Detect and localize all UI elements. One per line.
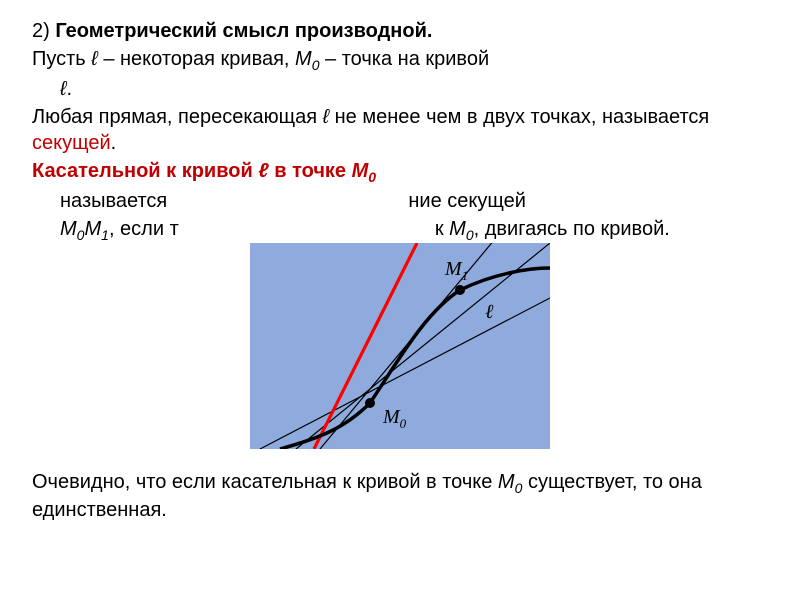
para3-m1-sub: 1	[101, 227, 109, 243]
title: 2) Геометрический смысл производной.	[32, 18, 768, 44]
para3-m0c-sub: 0	[466, 227, 474, 243]
para3-m0c: M	[449, 218, 466, 240]
para2-a: Любая прямая, пересекающая	[32, 106, 323, 128]
para4-a: Очевидно, что если касательная к кривой …	[32, 471, 498, 493]
para2-b: не менее чем в двух точках, называется	[329, 106, 709, 128]
para1-m0-sub: 0	[312, 57, 320, 73]
para3-m0-sub: 0	[368, 169, 376, 185]
para3-line2: называется ние секущей	[32, 188, 768, 214]
para3-e: , если т	[109, 218, 179, 240]
figure: M0 M1 ℓ	[250, 243, 550, 449]
para3-line3: M0M1, если т к M0, двигаясь по кривой.	[32, 216, 768, 244]
para4-m0: M	[498, 471, 515, 493]
para1-a: Пусть	[32, 48, 91, 70]
para3-g: , двигаясь по кривой.	[474, 218, 670, 240]
para3-a: Касательной к кривой	[32, 160, 258, 182]
para3-b: в точке	[269, 160, 352, 182]
para1: Пусть ℓ – некоторая кривая, M0 – точка н…	[32, 46, 768, 74]
title-text: Геометрический смысл производной.	[55, 20, 432, 42]
para1-c: – точка на кривой	[320, 48, 490, 70]
para2: Любая прямая, пересекающая ℓ не менее че…	[32, 104, 768, 156]
para3-c: называется	[60, 190, 173, 212]
label-l: ℓ	[485, 301, 494, 323]
para1-b: – некоторая кривая,	[98, 48, 295, 70]
para3-d: ние секущей	[408, 190, 526, 212]
para3-m0: M	[352, 160, 369, 182]
title-prefix: 2)	[32, 20, 55, 42]
para1-line2: ℓ.	[32, 76, 768, 102]
para1-m0: M	[295, 48, 312, 70]
point-m1	[455, 285, 465, 295]
para3-l: ℓ	[258, 160, 268, 182]
para3-m1: M	[84, 218, 101, 240]
para3-m0b: M	[60, 218, 77, 240]
para2-secant: секущей	[32, 132, 111, 154]
figure-container: M0 M1 ℓ	[32, 243, 768, 449]
spacer	[32, 453, 768, 467]
para3-f: к	[435, 218, 449, 240]
point-m0	[365, 398, 375, 408]
para3-line1: Касательной к кривой ℓ в точке M0	[32, 158, 768, 186]
para4: Очевидно, что если касательная к кривой …	[32, 469, 768, 523]
para1-d: .	[66, 78, 72, 100]
para2-c: .	[111, 132, 117, 154]
